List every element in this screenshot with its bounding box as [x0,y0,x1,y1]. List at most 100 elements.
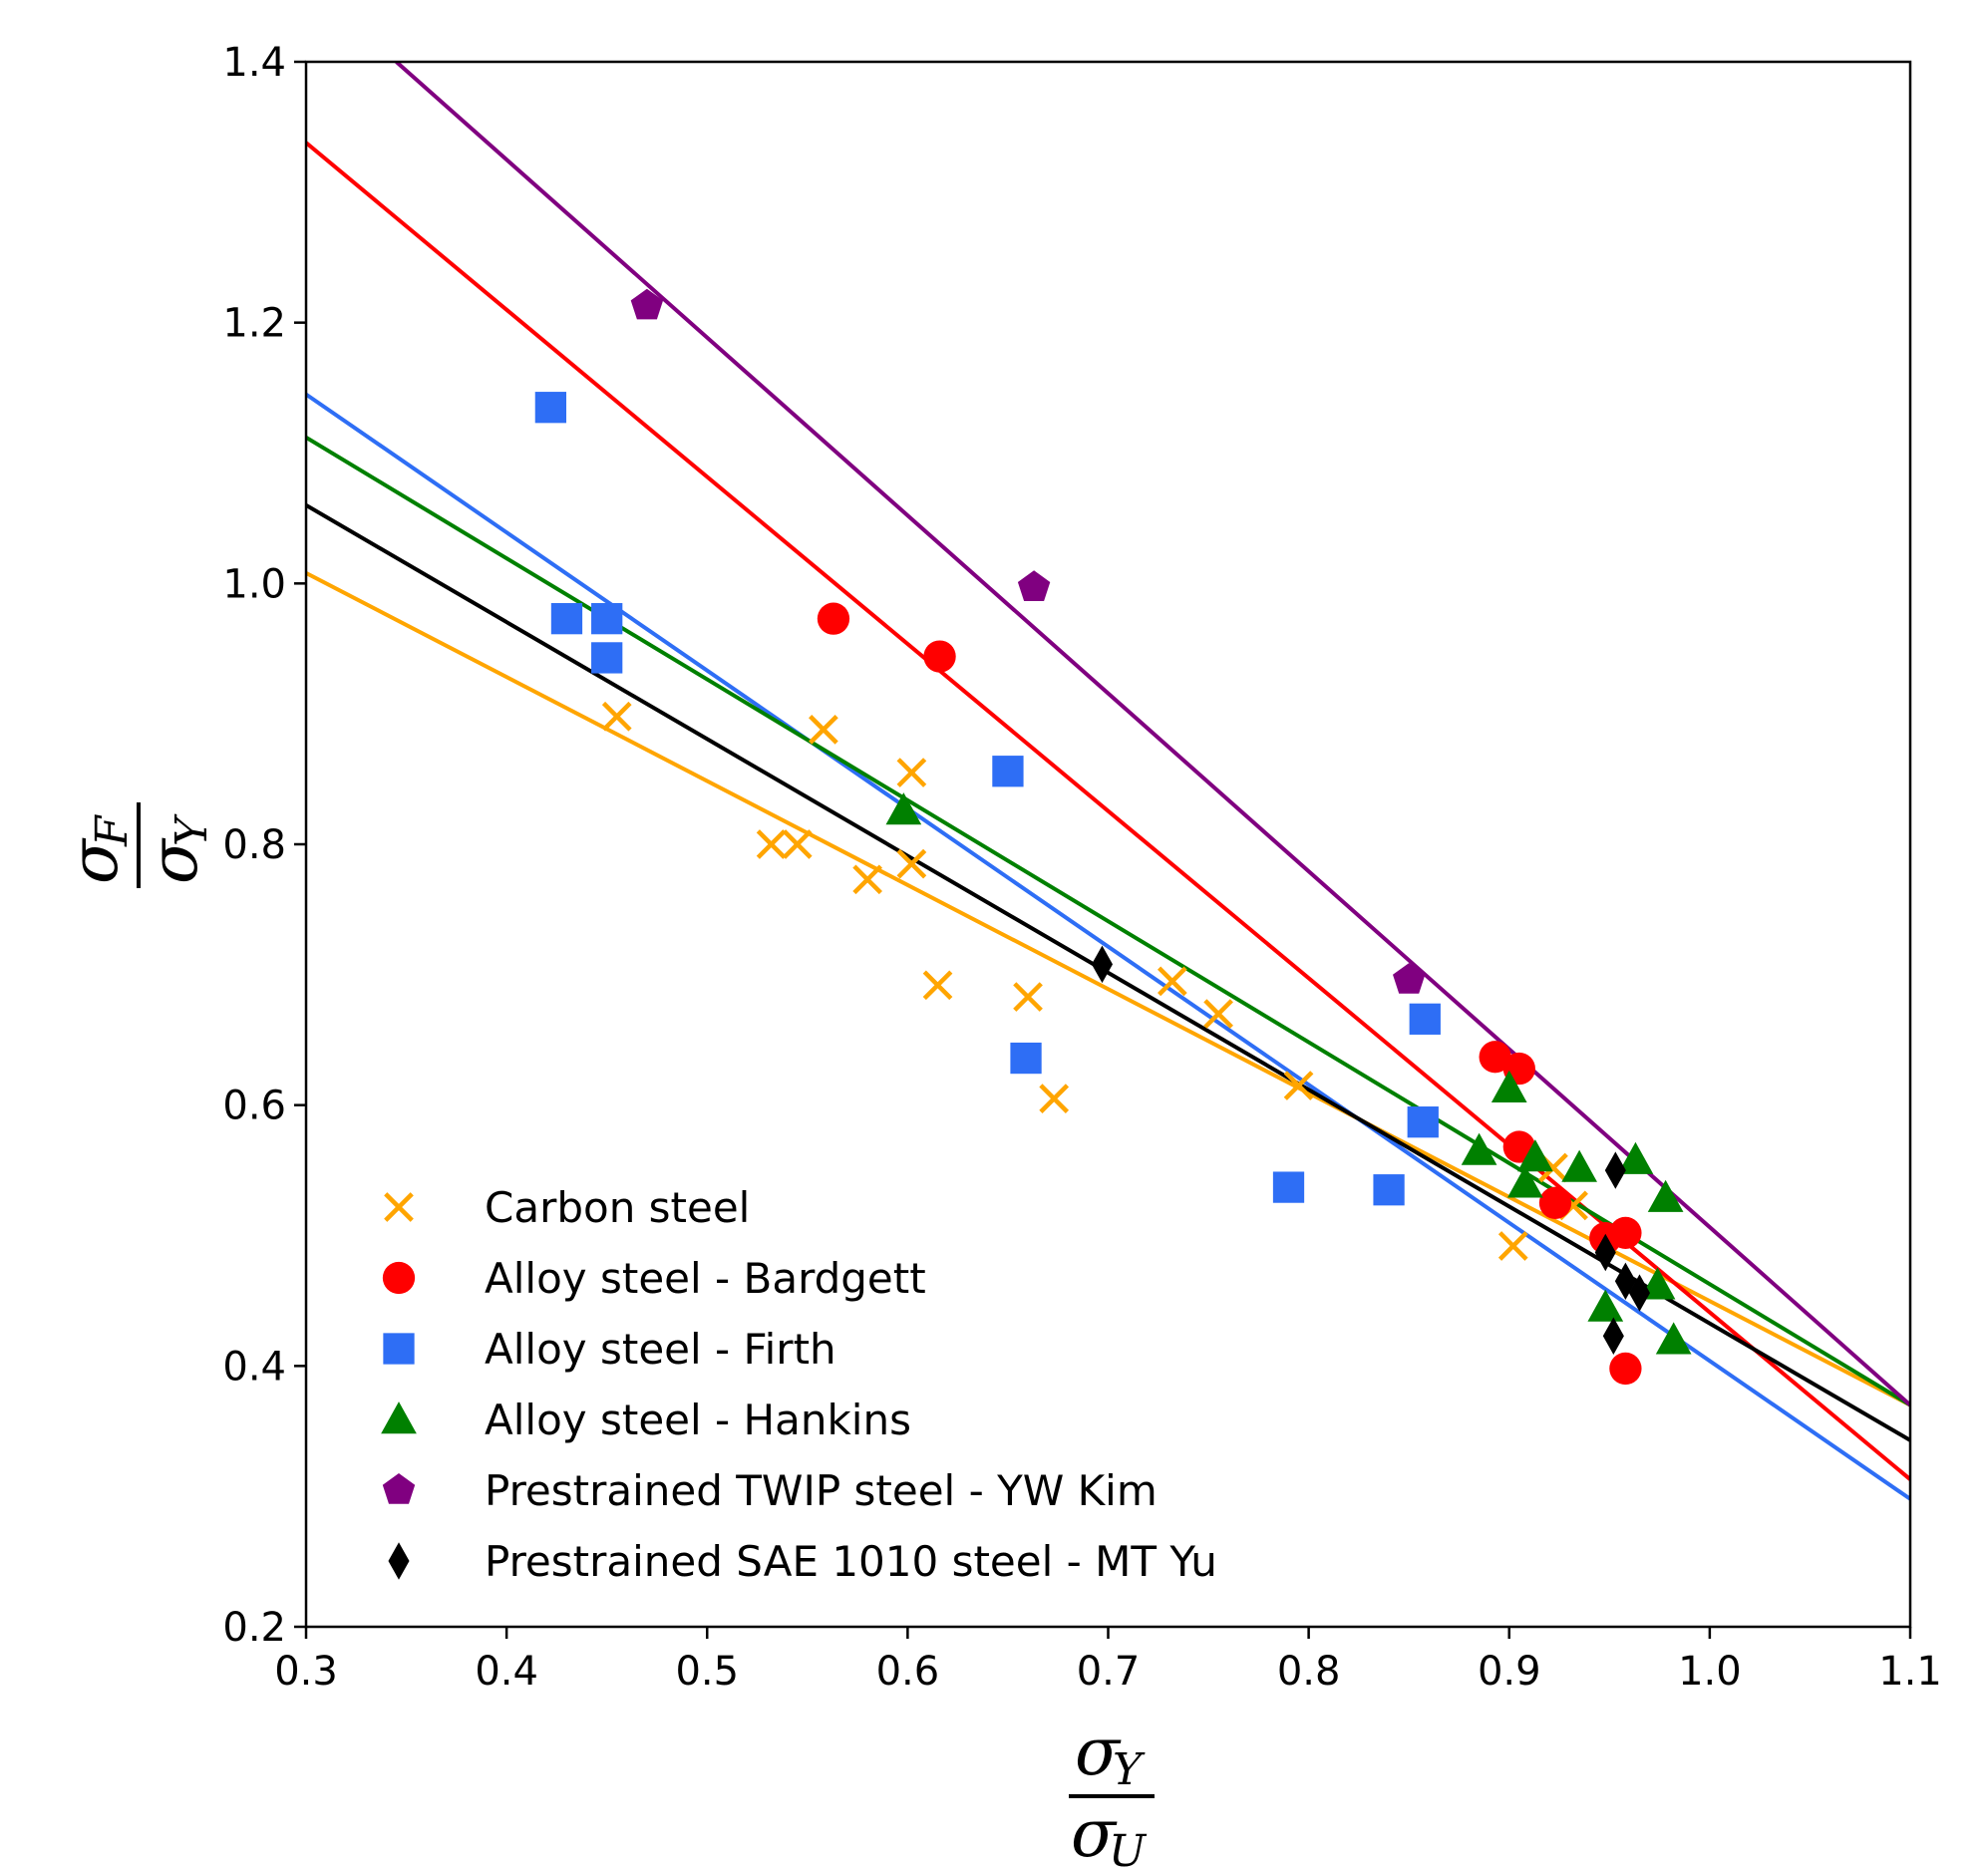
x-label-denominator-symbol: σ [1071,1795,1118,1869]
data-point [1602,1317,1624,1355]
data-point [1517,1139,1553,1172]
legend-entry-alloy-steel-bardgett: Alloy steel - Bardgett [382,1254,926,1303]
y-axis-label: σ F σ Y [56,802,217,888]
data-point [1158,966,1187,997]
data-point [817,602,850,635]
legend-entry-alloy-steel-hankins: Alloy steel - Hankins [381,1396,911,1444]
x-tick-label: 0.6 [876,1649,940,1695]
y-label-numerator-sub: F [87,814,138,847]
series-prestrained-sae-1010-steel-mt-yu [1091,945,1651,1355]
legend-marker [388,1542,410,1580]
data-point [534,392,567,424]
data-point [923,640,956,673]
y-tick-label: 1.0 [222,561,286,607]
data-point [1538,1186,1572,1219]
fit-line-alloy-steel-hankins [306,436,1910,1407]
series-prestrained-twip-steel-yw-kim [630,288,1426,994]
data-point [1614,1262,1636,1300]
data-point [1409,1003,1441,1035]
x-tick-label: 0.3 [274,1649,338,1695]
legend-label: Alloy steel - Hankins [485,1396,911,1444]
x-label-numerator-sub: Y [1113,1744,1146,1795]
y-label-numerator-symbol: σ [56,837,133,884]
x-tick-label: 1.1 [1878,1649,1942,1695]
data-point [1283,1071,1314,1100]
data-point [1479,1041,1511,1074]
data-point [896,758,927,787]
legend-label: Alloy steel - Bardgett [485,1254,926,1303]
x-tick-label: 0.9 [1478,1649,1541,1695]
legend-marker [382,1261,416,1295]
data-point [852,864,883,895]
fit-lines [306,62,1910,1501]
data-point [1039,1084,1070,1113]
series-alloy-steel-bardgett [817,602,1642,1386]
legend-label: Prestrained SAE 1010 steel - MT Yu [485,1537,1217,1586]
y-tick-label: 0.8 [222,822,286,868]
data-point [591,642,623,674]
plot-frame [304,60,1912,1629]
data-point [1604,1151,1626,1189]
x-tick-label: 1.0 [1678,1649,1742,1695]
data-point [1561,1149,1597,1182]
y-tick-label: 1.2 [222,301,286,347]
data-point [1393,963,1426,994]
y-axis-ticks: 0.2 0.4 0.6 0.8 1.0 1.2 1.4 [222,40,306,1651]
legend-entry-prestrained-sae-1010-steel-mt-yu: Prestrained SAE 1010 steel - MT Yu [388,1537,1217,1586]
x-tick-label: 0.5 [675,1649,739,1695]
data-point [1587,1289,1624,1322]
legend-entry-carbon-steel: Carbon steel [384,1183,750,1232]
data-point [550,603,583,635]
x-label-numerator-symbol: σ [1075,1713,1122,1790]
legend-marker [383,1333,415,1365]
data-point [1272,1171,1305,1203]
data-point [756,829,787,859]
data-point [1655,1322,1692,1355]
x-tick-label: 0.8 [1277,1649,1341,1695]
data-point [1609,1352,1642,1386]
x-tick-label: 0.7 [1077,1649,1141,1695]
data-point [992,756,1024,787]
data-point [591,603,623,635]
x-label-denominator-sub: U [1109,1826,1148,1869]
fit-line-carbon-steel [306,571,1910,1407]
data-point [922,970,953,1001]
data-point [1017,570,1051,601]
series-alloy-steel-firth [534,392,1441,1206]
data-point [1594,1233,1616,1272]
data-point [1609,1216,1642,1250]
y-tick-label: 0.6 [222,1084,286,1129]
y-label-denominator-sub: Y [166,813,217,846]
legend-label: Carbon steel [485,1183,750,1232]
x-tick-label: 0.4 [475,1649,538,1695]
data-point [1091,945,1114,984]
data-point [809,715,838,745]
data-point [1628,1274,1651,1312]
legend-label: Alloy steel - Firth [485,1325,836,1374]
data-points [534,288,1692,1386]
series-carbon-steel [601,701,1588,1261]
data-point [896,848,927,879]
legend-entry-alloy-steel-firth: Alloy steel - Firth [383,1325,836,1374]
legend-marker [381,1402,417,1434]
y-tick-label: 0.2 [222,1605,286,1651]
x-axis-ticks: 0.3 0.4 0.5 0.6 0.7 0.8 0.9 1.0 1.1 [274,1627,1942,1695]
data-point [1373,1174,1405,1206]
series-alloy-steel-hankins [885,792,1692,1355]
y-label-denominator-symbol: σ [136,837,212,884]
data-point [1407,1106,1439,1138]
y-tick-label: 0.4 [222,1344,286,1390]
data-point [885,792,922,825]
data-point [1497,1231,1528,1261]
legend-entry-prestrained-twip-steel-yw-kim: Prestrained TWIP steel - YW Kim [382,1466,1158,1515]
data-point [1461,1132,1497,1165]
data-point [1013,982,1043,1012]
data-point [630,288,664,320]
data-point [782,829,813,859]
fit-line-alloy-steel-bardgett [306,141,1910,1481]
data-point [1647,1179,1684,1212]
legend-label: Prestrained TWIP steel - YW Kim [485,1466,1158,1515]
data-point [1617,1141,1654,1174]
fit-line-alloy-steel-firth [306,392,1910,1501]
